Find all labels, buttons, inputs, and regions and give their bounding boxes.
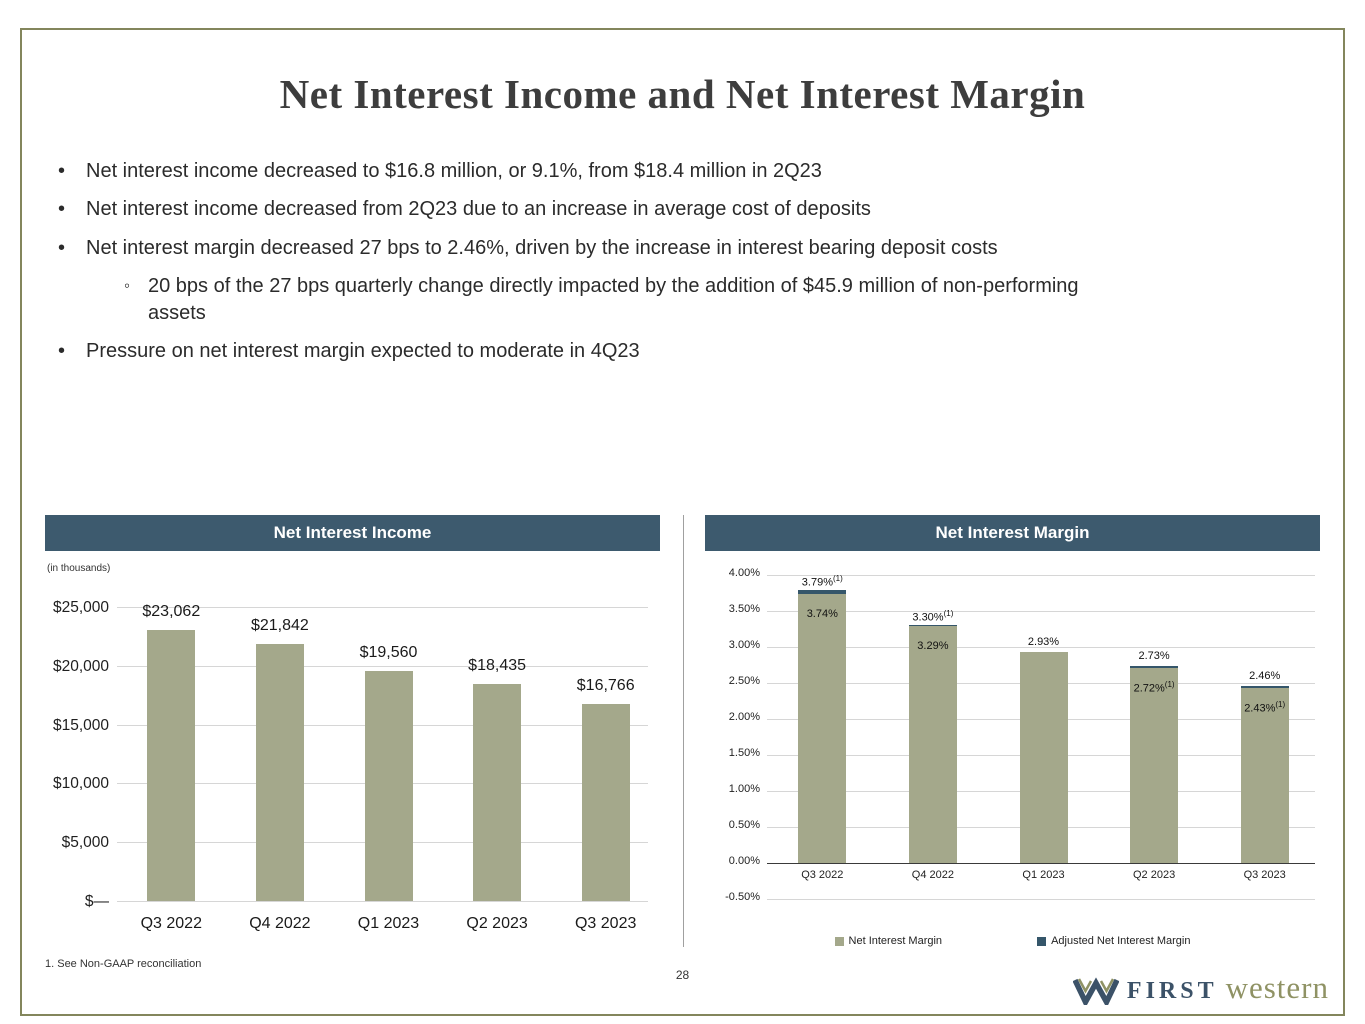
y-axis-tick-label: 4.00% xyxy=(728,567,760,579)
y-axis-tick-label: $20,000 xyxy=(52,657,109,675)
plot-area-net-interest-income: $25,000 $20,000 $15,000 $10,000 $5,000 $— $23,… xyxy=(45,599,660,932)
legend-swatch xyxy=(834,936,844,946)
adjusted-bar-q3-2022 xyxy=(798,590,847,594)
bar-q4-2022 xyxy=(255,644,304,901)
chart-divider xyxy=(683,515,684,947)
y-axis-tick-label: $5,000 xyxy=(61,834,109,852)
gridline xyxy=(767,899,1315,900)
margin-label-inside: 3.74% xyxy=(806,607,838,620)
gridline xyxy=(767,611,1315,612)
y-axis-tick-label: 3.00% xyxy=(728,639,760,651)
net-interest-margin-chart: Net Interest Margin 4.00% 3.50% 3.00% 2.50%… xyxy=(705,515,1320,955)
x-axis-tick-label: Q1 2023 xyxy=(1022,869,1065,881)
legend-label: Adjusted Net Interest Margin xyxy=(1051,935,1191,947)
gridline xyxy=(767,863,1315,864)
bullet-item: • Pressure on net interest margin expecte… xyxy=(58,338,1301,364)
gridline xyxy=(767,575,1315,576)
x-axis-tick-label: Q3 2023 xyxy=(574,915,637,932)
units-note: (in thousands) xyxy=(47,563,111,574)
bullet-item: • Net interest income decreased to $16.8 … xyxy=(58,158,1301,184)
y-axis-tick-label: $— xyxy=(84,893,109,910)
x-axis-tick-label: Q2 2023 xyxy=(1132,869,1176,881)
page-title: Net Interest Income and Net Interest Mar… xyxy=(279,71,1086,117)
footnote: 1. See Non-GAAP reconciliation xyxy=(45,958,202,970)
margin-label-inside: 2.72%(1) xyxy=(1133,680,1175,696)
bar-value-label: $16,766 xyxy=(576,676,635,694)
logo-text-first: FIRST xyxy=(1126,978,1218,1004)
bullet-text: 20 bps of the 27 bps quarterly change di… xyxy=(148,275,1079,324)
bar-value-label: $18,435 xyxy=(468,657,527,675)
margin-bar-q3-2022 xyxy=(798,593,847,863)
y-axis-tick-label: 0.00% xyxy=(728,855,760,867)
bullet-text: Pressure on net interest margin expected… xyxy=(86,339,640,362)
bullet-text: Net interest income decreased to $16.8 m… xyxy=(86,160,822,182)
x-axis-tick-label: Q2 2023 xyxy=(466,915,528,932)
bullet-item: ◦ 20 bps of the 27 bps quarterly change d… xyxy=(124,273,1301,326)
bar-q3-2022 xyxy=(147,629,196,901)
gridline xyxy=(117,607,648,608)
x-axis-tick-label: Q4 2022 xyxy=(249,915,311,932)
y-axis-tick-label: $10,000 xyxy=(52,775,109,793)
x-axis-tick-label: Q3 2022 xyxy=(140,915,202,932)
margin-label-inside: 2.43%(1) xyxy=(1244,699,1286,715)
margin-label-above: 3.30%(1) xyxy=(912,609,954,625)
bullet-text: Net interest margin decreased 27 bps to … xyxy=(86,236,998,259)
legend-item: Adjusted Net Interest Margin xyxy=(1037,935,1190,947)
adjusted-bar-q2-2023 xyxy=(1130,666,1179,669)
margin-bar-q4-2022 xyxy=(908,626,957,863)
margin-bar-q2-2023 xyxy=(1130,668,1179,863)
y-axis-tick-label: 3.50% xyxy=(728,603,760,615)
legend-label: Net Interest Margin xyxy=(848,935,943,947)
bar-value-label: $19,560 xyxy=(359,643,418,661)
page-number: 28 xyxy=(675,968,690,982)
chart-title-net-interest-margin: Net Interest Margin xyxy=(705,515,1320,551)
logo-text-western: western xyxy=(1225,970,1329,1005)
y-axis-tick-label: 2.00% xyxy=(728,711,760,723)
margin-label-above: 2.93% xyxy=(1027,636,1060,649)
bullet-list: • Net interest income decreased to $16.8 … xyxy=(58,158,1301,376)
bullet-glyph: • xyxy=(58,236,66,259)
y-axis-tick-label: $25,000 xyxy=(52,599,109,616)
net-interest-income-chart: Net Interest Income (in thousands) $25,0… xyxy=(45,515,660,955)
y-axis-tick-label: 1.00% xyxy=(728,783,760,795)
bullet-glyph: ◦ xyxy=(124,276,131,296)
x-axis-tick-label: Q3 2022 xyxy=(801,869,844,881)
legend-swatch xyxy=(1037,936,1047,946)
margin-label-above: 3.79%(1) xyxy=(801,574,843,589)
chart-title-net-interest-income: Net Interest Income xyxy=(45,515,660,551)
y-axis-tick-label: 0.50% xyxy=(728,819,760,831)
gridline xyxy=(117,665,648,667)
y-axis-tick-label: -0.50% xyxy=(725,891,760,903)
first-western-logo-icon xyxy=(1072,977,1119,1005)
margin-label-above: 2.73% xyxy=(1138,650,1170,663)
bullet-text: Net interest income decreased from 2Q23 … xyxy=(86,198,871,221)
gridline xyxy=(767,647,1315,648)
y-axis-tick-label: 1.50% xyxy=(728,747,760,759)
x-axis-tick-label: Q1 2023 xyxy=(357,915,420,932)
legend-item: Net Interest Margin xyxy=(834,935,943,947)
adjusted-bar-q3-2023 xyxy=(1240,685,1289,688)
bullet-item: • Net interest income decreased from 2Q23… xyxy=(58,196,1301,222)
bar-value-label: $21,842 xyxy=(250,617,309,635)
first-western-logo: FIRST western xyxy=(1066,970,1335,1006)
bullet-glyph: • xyxy=(58,339,66,362)
gridline xyxy=(117,901,648,902)
bar-q2-2023 xyxy=(473,684,522,901)
x-axis-tick-label: Q3 2023 xyxy=(1243,869,1286,881)
margin-bar-q3-2023 xyxy=(1240,687,1289,863)
bullet-glyph: • xyxy=(58,198,66,221)
margin-label-inside: 3.29% xyxy=(917,640,949,653)
bullet-item: • Net interest margin decreased 27 bps to… xyxy=(58,235,1301,261)
chart-legend: Net Interest Margin Adjusted Net Interest… xyxy=(705,935,1320,947)
x-axis-tick-label: Q4 2022 xyxy=(911,869,954,881)
margin-label-above: 2.46% xyxy=(1249,669,1281,682)
y-axis-tick-label: 2.50% xyxy=(728,675,760,687)
bar-q3-2023 xyxy=(581,703,630,901)
bullet-glyph: • xyxy=(58,160,66,182)
bar-q1-2023 xyxy=(364,670,413,901)
bar-value-label: $23,062 xyxy=(142,602,201,620)
plot-area-net-interest-margin: 4.00% 3.50% 3.00% 2.50% 2.00% 1.50% 1.00% 0.50%… xyxy=(705,567,1320,903)
y-axis-tick-label: $15,000 xyxy=(52,716,109,734)
margin-bar-q1-2023 xyxy=(1019,652,1068,863)
